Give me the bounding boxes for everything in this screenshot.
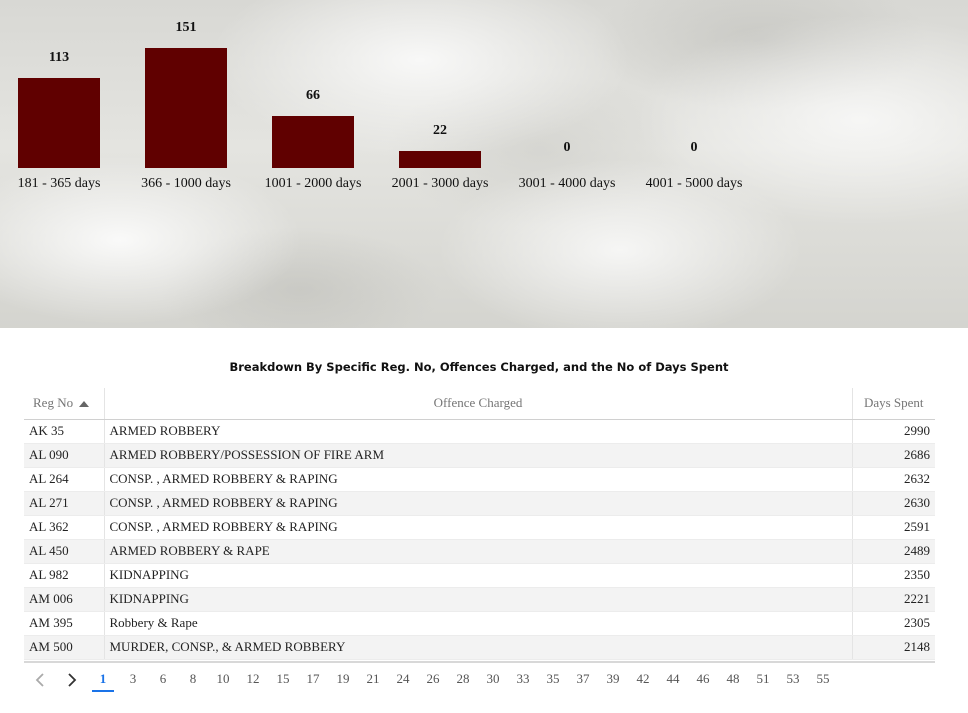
days-spent-cell: 2221 bbox=[852, 587, 935, 612]
reg-no-cell: AL 982 bbox=[24, 563, 105, 588]
days-spent-cell: 2632 bbox=[852, 467, 935, 492]
page-number-button[interactable]: 53 bbox=[786, 671, 800, 686]
bar-0 bbox=[18, 78, 100, 168]
chevron-left-icon bbox=[35, 673, 44, 687]
reg-no-cell: AM 006 bbox=[24, 587, 105, 612]
column-header-reg-no[interactable]: Reg No bbox=[24, 388, 105, 420]
offence-cell: KIDNAPPING bbox=[104, 587, 853, 612]
days-spent-cell: 2630 bbox=[852, 491, 935, 516]
page-number-button[interactable]: 39 bbox=[606, 671, 620, 686]
offence-cell: CONSP. , ARMED ROBBERY & RAPING bbox=[104, 515, 853, 540]
days-spent-cell: 2350 bbox=[852, 563, 935, 588]
column-header-offence[interactable]: Offence Charged bbox=[104, 388, 853, 420]
sort-ascending-icon bbox=[79, 401, 90, 408]
page-number-button[interactable]: 35 bbox=[546, 671, 560, 686]
bar-value-label: 66 bbox=[306, 88, 320, 103]
category-label: 4001 - 5000 days bbox=[646, 176, 743, 191]
chevron-right-icon bbox=[68, 673, 77, 687]
next-page-button[interactable] bbox=[56, 668, 88, 692]
table-row[interactable]: AL 264 CONSP. , ARMED ROBBERY & RAPING 263… bbox=[24, 467, 935, 492]
page-number-button[interactable]: 51 bbox=[756, 671, 770, 686]
category-label: 2001 - 3000 days bbox=[392, 176, 489, 191]
bar-value-label: 22 bbox=[433, 123, 447, 138]
page-number-button[interactable]: 21 bbox=[366, 671, 380, 686]
page-number-button[interactable]: 12 bbox=[246, 671, 260, 686]
bar-3 bbox=[399, 151, 481, 168]
reg-no-cell: AL 362 bbox=[24, 515, 105, 540]
table-row[interactable]: AM 395 Robbery & Rape 2305 bbox=[24, 611, 935, 636]
days-spent-cell: 2686 bbox=[852, 443, 935, 468]
table-row[interactable]: AL 362 CONSP. , ARMED ROBBERY & RAPING 259… bbox=[24, 515, 935, 540]
reg-no-cell: AL 264 bbox=[24, 467, 105, 492]
table-row[interactable]: AM 500 MURDER, CONSP., & ARMED ROBBERY 214… bbox=[24, 635, 935, 660]
bar-value-label: 151 bbox=[176, 20, 197, 35]
reg-no-cell: AK 35 bbox=[24, 419, 105, 444]
page-number-button[interactable]: 24 bbox=[396, 671, 410, 686]
data-table: Reg No Offence Charged Days Spent AK 35 A… bbox=[24, 388, 935, 660]
page-number-button[interactable]: 10 bbox=[216, 671, 230, 686]
category-label: 1001 - 2000 days bbox=[265, 176, 362, 191]
page-number-button[interactable]: 46 bbox=[696, 671, 710, 686]
offence-cell: KIDNAPPING bbox=[104, 563, 853, 588]
bar-value-label: 0 bbox=[691, 140, 698, 155]
page-number-button[interactable]: 33 bbox=[516, 671, 530, 686]
page-number-button[interactable]: 1 bbox=[92, 668, 114, 692]
offence-cell: ARMED ROBBERY & RAPE bbox=[104, 539, 853, 564]
days-spent-cell: 2305 bbox=[852, 611, 935, 636]
table-row[interactable]: AL 090 ARMED ROBBERY/POSSESSION OF FIRE A… bbox=[24, 443, 935, 468]
page-number-button[interactable]: 55 bbox=[816, 671, 830, 686]
category-label: 366 - 1000 days bbox=[141, 176, 231, 191]
offence-cell: MURDER, CONSP., & ARMED ROBBERY bbox=[104, 635, 853, 660]
table-body: AK 35 ARMED ROBBERY 2990 AL 090 ARMED ROBBER… bbox=[24, 419, 935, 660]
reg-no-cell: AL 271 bbox=[24, 491, 105, 516]
category-label: 181 - 365 days bbox=[18, 176, 101, 191]
offence-cell: CONSP. , ARMED ROBBERY & RAPING bbox=[104, 467, 853, 492]
prev-page-button[interactable] bbox=[24, 668, 56, 692]
page-number-button[interactable]: 30 bbox=[486, 671, 500, 686]
reg-no-cell: AM 395 bbox=[24, 611, 105, 636]
page-number-button[interactable]: 44 bbox=[666, 671, 680, 686]
table-header-row: Reg No Offence Charged Days Spent bbox=[24, 388, 935, 420]
page-number-button[interactable]: 19 bbox=[336, 671, 350, 686]
pagination: 1 3 6 8 10 12 15 17 19 21 24 26 28 30 33 35 37 39 42 44 46 48… bbox=[24, 666, 838, 694]
bar-chart: 113 181 - 365 days 151 366 - 1000 days 66 100… bbox=[18, 20, 743, 191]
offence-cell: ARMED ROBBERY bbox=[104, 419, 853, 444]
days-spent-cell: 2591 bbox=[852, 515, 935, 540]
days-spent-cell: 2148 bbox=[852, 635, 935, 660]
table-divider bbox=[24, 661, 935, 663]
category-label: 3001 - 4000 days bbox=[519, 176, 616, 191]
column-header-days-spent[interactable]: Days Spent bbox=[852, 388, 935, 420]
table-row[interactable]: AL 450 ARMED ROBBERY & RAPE 2489 bbox=[24, 539, 935, 564]
column-header-label: Reg No bbox=[33, 395, 74, 411]
reg-no-cell: AM 500 bbox=[24, 635, 105, 660]
page-number-button[interactable]: 17 bbox=[306, 671, 320, 686]
page-number-button[interactable]: 42 bbox=[636, 671, 650, 686]
page-number-button[interactable]: 8 bbox=[189, 671, 197, 686]
page-number-button[interactable]: 6 bbox=[159, 671, 167, 686]
bar-value-label: 0 bbox=[564, 140, 571, 155]
page-number-button[interactable]: 15 bbox=[276, 671, 290, 686]
offence-cell: Robbery & Rape bbox=[104, 611, 853, 636]
page-number-button[interactable]: 37 bbox=[576, 671, 590, 686]
page-number-button[interactable]: 26 bbox=[426, 671, 440, 686]
table-row[interactable]: AL 271 CONSP. , ARMED ROBBERY & RAPING 263… bbox=[24, 491, 935, 516]
page-number-button[interactable]: 48 bbox=[726, 671, 740, 686]
chart-panel: 113 181 - 365 days 151 366 - 1000 days 66 100… bbox=[0, 0, 968, 328]
reg-no-cell: AL 450 bbox=[24, 539, 105, 564]
table-row[interactable]: AL 982 KIDNAPPING 2350 bbox=[24, 563, 935, 588]
table-title: Breakdown By Specific Reg. No, Offences … bbox=[229, 360, 729, 374]
page-number-button[interactable]: 3 bbox=[129, 671, 137, 686]
bar-value-label: 113 bbox=[49, 50, 69, 65]
bar-2 bbox=[272, 116, 354, 168]
days-spent-cell: 2489 bbox=[852, 539, 935, 564]
offence-cell: CONSP. , ARMED ROBBERY & RAPING bbox=[104, 491, 853, 516]
offence-cell: ARMED ROBBERY/POSSESSION OF FIRE ARM bbox=[104, 443, 853, 468]
page-list: 1 3 6 8 10 12 15 17 19 21 24 26 28 30 33 35 37 39 42 44 46 48… bbox=[88, 668, 838, 692]
table-row[interactable]: AM 006 KIDNAPPING 2221 bbox=[24, 587, 935, 612]
page-number-button[interactable]: 28 bbox=[456, 671, 470, 686]
reg-no-cell: AL 090 bbox=[24, 443, 105, 468]
days-spent-cell: 2990 bbox=[852, 419, 935, 444]
bar-1 bbox=[145, 48, 227, 168]
table-row[interactable]: AK 35 ARMED ROBBERY 2990 bbox=[24, 419, 935, 444]
